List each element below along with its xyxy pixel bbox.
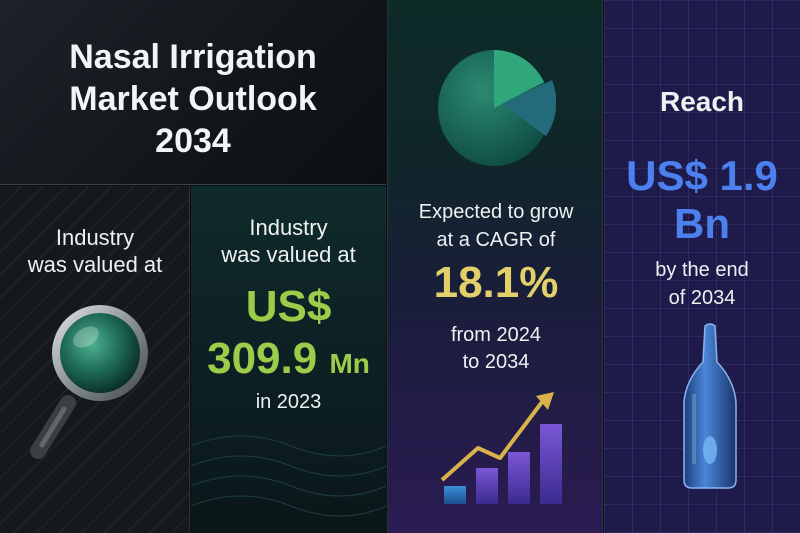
forecast-unit: Bn <box>674 200 730 247</box>
forecast-value: US$ 1.9 <box>626 152 778 199</box>
cagr-rate: 18.1% <box>433 258 559 307</box>
forecast-end-line-2: of 2034 <box>668 287 736 309</box>
forecast-period-line-1: from 2024 <box>450 324 542 346</box>
industry-label: Industry was valued at <box>191 214 386 268</box>
forecast-period: from 2024 to 2034 <box>388 322 602 376</box>
forecast-period-line-2: to 2034 <box>462 351 530 373</box>
industry-label: Industry was valued at <box>0 224 189 278</box>
wave-background <box>191 435 386 517</box>
pie-chart-icon <box>438 50 556 166</box>
market-value-number: 309.9 <box>207 334 318 383</box>
cagr-label-line-1: Expected to grow <box>418 201 574 223</box>
growth-bar-chart-icon <box>440 392 562 504</box>
market-value-unit: Mn <box>329 348 370 379</box>
forecast-end-line-1: by the end <box>655 259 749 281</box>
title-line-2: Market Outlook <box>69 80 317 118</box>
base-year: in 2023 <box>255 391 322 413</box>
cagr-label: Expected to grow at a CAGR of <box>388 198 602 254</box>
title-line-1: Nasal Irrigation <box>69 38 317 76</box>
nasal-irrigation-bottle-icon <box>683 323 737 489</box>
industry-label-line-1: Industry <box>249 215 328 240</box>
reach-heading: Reach <box>659 86 745 117</box>
reach-panel: Reach US$ 1.9 Bn by the end of 2034 <box>604 0 800 533</box>
title-panel: Nasal Irrigation Market Outlook 2034 <box>0 0 386 185</box>
industry-label-line-2: was valued at <box>27 252 163 277</box>
market-value: 309.9 Mn <box>191 334 386 384</box>
title-line-3: 2034 <box>155 122 231 160</box>
magnifier-icon <box>30 305 148 459</box>
industry-panel-1: Industry was valued at <box>0 186 190 533</box>
industry-panel-2: Industry was valued at US$ 309.9 Mn in 2… <box>191 186 386 533</box>
forecast-end-label: by the end of 2034 <box>604 256 800 312</box>
cagr-panel: Expected to grow at a CAGR of 18.1% from… <box>387 0 603 533</box>
page-title: Nasal Irrigation Market Outlook 2034 <box>0 36 386 162</box>
currency-label: US$ <box>245 282 332 331</box>
cagr-label-line-2: at a CAGR of <box>436 229 556 251</box>
industry-label-line-1: Industry <box>55 225 135 250</box>
industry-label-line-2: was valued at <box>221 242 356 267</box>
